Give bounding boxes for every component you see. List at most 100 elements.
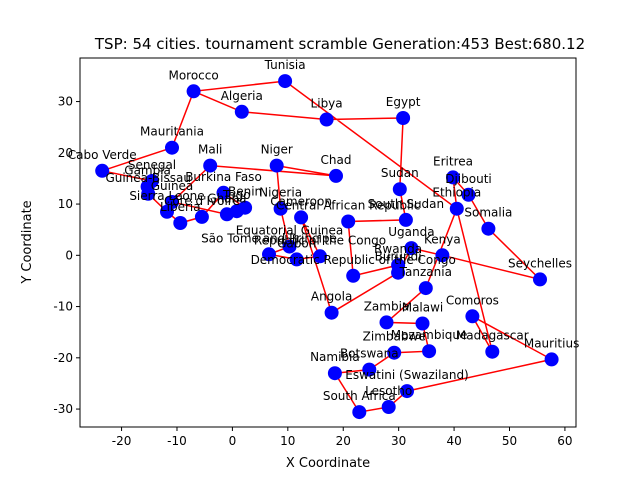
city-point-comoros: [465, 309, 480, 324]
city-label-mozambique: Mozambique: [391, 328, 468, 342]
city-label-algeria: Algeria: [221, 89, 263, 103]
city-label-angola: Angola: [311, 290, 352, 304]
city-point-kenya: [435, 248, 450, 263]
city-label-comoros: Comoros: [446, 293, 499, 307]
city-label-mali: Mali: [198, 143, 222, 157]
y-tick-label: -30: [53, 402, 73, 416]
x-tick-label: 40: [446, 434, 461, 448]
city-point-uganda: [404, 241, 419, 256]
city-label-tanzania: Tanzania: [399, 265, 452, 279]
city-point-democratic-republic-of-the-congo: [346, 268, 361, 283]
city-point-angola: [324, 305, 339, 320]
city-label-gabon: Gabon: [277, 236, 316, 250]
city-label-ghana: Ghana: [207, 191, 246, 205]
city-point-eritrea: [446, 170, 460, 185]
x-tick-label: 60: [557, 434, 572, 448]
city-layer: [95, 74, 559, 420]
x-tick-label: 30: [391, 434, 406, 448]
city-point-mauritania: [165, 140, 179, 155]
city-label-zambia: Zambia: [364, 299, 410, 313]
city-label-niger: Niger: [261, 143, 293, 157]
city-point-gabon: [289, 252, 304, 267]
city-label-uganda: Uganda: [388, 225, 434, 239]
city-label-central-african-republic: Central African Republic: [276, 199, 420, 213]
city-label-south-africa: South Africa: [323, 389, 396, 403]
city-label-guinea: Guinea: [151, 179, 194, 193]
city-point-guinea-bissau: [141, 186, 156, 201]
city-label-cameroon: Cameroon: [270, 194, 332, 208]
city-label-burkina-faso: Burkina Faso: [185, 170, 262, 184]
x-tick-label: 50: [502, 434, 517, 448]
city-label-togo: Togo: [222, 188, 251, 202]
city-point-south-sudan: [398, 212, 413, 227]
city-label-chad: Chad: [321, 153, 352, 167]
city-label-tunisia: Tunisia: [264, 58, 306, 72]
city-label-lesotho: Lesotho: [365, 384, 412, 398]
y-axis-ticks: -30 -20 -10 0 10 20 30: [53, 95, 80, 416]
x-axis-ticks: -20 -10 0 10 20 30 40 50 60: [112, 427, 573, 448]
chart-title: TSP: 54 cities. tournament scramble Gene…: [94, 35, 585, 53]
city-point-cabo-verde: [95, 163, 110, 178]
city-point-cameroon: [294, 210, 309, 225]
city-label-madagascar: Madagascar: [456, 329, 529, 343]
city-label-layer: Morocco Tunisia Algeria Libya Egypt Mauritani…: [68, 58, 580, 403]
city-label-seychelles: Seychelles: [508, 256, 572, 270]
city-point-seychelles: [533, 272, 547, 287]
y-tick-label: 10: [58, 197, 73, 211]
city-point-republic-of-the-congo: [313, 249, 327, 264]
city-label-south-sudan: South Sudan: [368, 197, 445, 211]
city-point-namibia: [327, 366, 342, 381]
y-tick-label: -20: [53, 351, 73, 365]
x-tick-label: 0: [229, 434, 237, 448]
y-tick-label: 0: [65, 248, 73, 262]
city-point-nigeria: [273, 201, 288, 216]
x-tick-label: 10: [280, 434, 295, 448]
city-label-eswatini-swaziland: Eswatini (Swaziland): [345, 368, 469, 382]
city-label-cote-d-ivoire: Côte d'Ivoire: [164, 194, 240, 208]
city-label-guinea-bissau: Guinea-Bissau: [105, 171, 191, 185]
city-label-somalia: Somalia: [464, 206, 512, 220]
city-label-sudan: Sudan: [381, 166, 419, 180]
city-point-zimbabwe: [387, 345, 402, 360]
city-point-liberia: [173, 216, 188, 230]
city-point-burundi: [391, 265, 406, 280]
city-point-ethiopia: [449, 201, 464, 216]
city-label-kenya: Kenya: [424, 232, 461, 246]
city-point-libya: [319, 112, 334, 127]
city-label-sao-tome-and-principe: São Tomé and Príncipe: [201, 231, 337, 245]
city-label-gambia: Gambia: [124, 164, 171, 178]
city-point-south-africa: [352, 405, 367, 420]
city-label-republic-of-the-congo: Republic of the Congo: [254, 233, 386, 247]
city-point-algeria: [234, 104, 249, 119]
city-label-malawi: Malawi: [402, 301, 444, 315]
city-label-ethiopia: Ethiopia: [432, 186, 481, 200]
city-label-egypt: Egypt: [386, 95, 421, 109]
city-label-senegal: Senegal: [128, 158, 176, 172]
city-point-djibouti: [461, 187, 476, 202]
city-point-somalia: [481, 221, 496, 236]
city-label-nigeria: Nigeria: [259, 186, 302, 200]
city-label-burundi: Burundi: [375, 250, 422, 264]
city-point-lesotho: [381, 400, 396, 414]
plot-frame: [79, 57, 577, 428]
city-point-mali: [203, 158, 218, 173]
city-point-sao-tome-and-principe: [262, 247, 276, 262]
city-point-chad: [329, 168, 343, 183]
city-label-morocco: Morocco: [168, 68, 218, 82]
city-label-benin: Benin: [228, 185, 262, 199]
city-label-eritrea: Eritrea: [433, 154, 473, 168]
city-point-benin: [238, 200, 253, 215]
city-point-egypt: [396, 111, 411, 125]
city-point-malawi: [415, 316, 430, 331]
y-tick-label: 30: [58, 95, 73, 109]
city-point-eswatini-swaziland: [400, 384, 414, 399]
city-point-sudan: [392, 182, 407, 197]
city-label-namibia: Namibia: [310, 350, 360, 364]
city-point-cote-d-ivoire: [194, 209, 209, 224]
y-axis-label: Y Coordinate: [20, 200, 35, 284]
city-point-central-african-republic: [341, 214, 356, 229]
city-label-mauritius: Mauritius: [524, 336, 579, 350]
city-label-rwanda: Rwanda: [374, 242, 422, 256]
